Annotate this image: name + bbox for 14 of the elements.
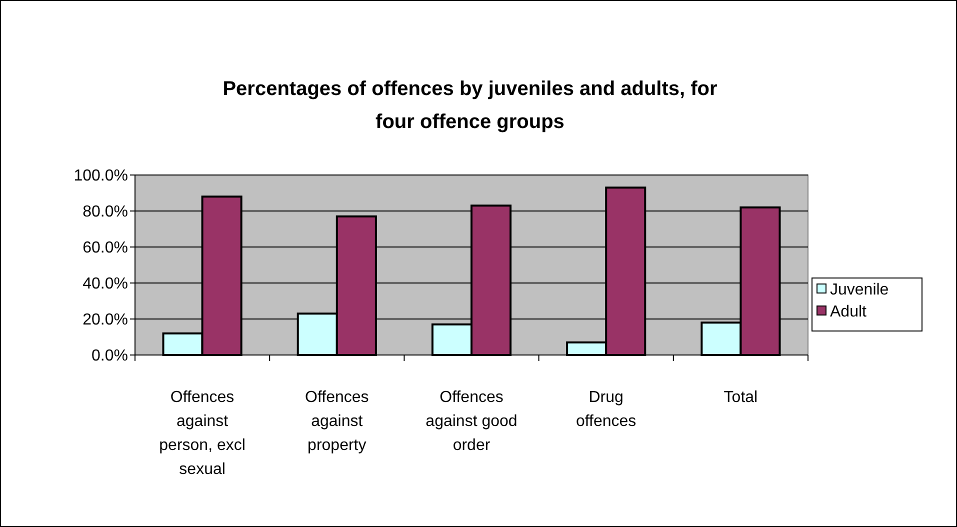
x-tick-label: Drug offences	[576, 389, 636, 430]
y-tick-label: 40.0%	[82, 276, 128, 293]
x-tick-label: Offences against property	[305, 389, 369, 454]
y-tick-label: 20.0%	[82, 312, 128, 329]
y-tick-label: 60.0%	[82, 240, 128, 257]
y-tick-label: 100.0%	[74, 168, 128, 185]
legend-label: Juvenile	[830, 282, 889, 299]
chart-title: Percentages of offences by juveniles and adults, for four offence groups	[222, 78, 718, 133]
y-tick-label: 80.0%	[82, 204, 128, 221]
x-tick-label: Offences against good order	[426, 389, 518, 454]
legend-label: Adult	[830, 304, 868, 321]
y-tick-label: 0.0%	[92, 348, 128, 365]
x-tick-label: Offences against person, excl sexual	[159, 389, 246, 478]
x-tick-label: Total	[724, 389, 758, 406]
